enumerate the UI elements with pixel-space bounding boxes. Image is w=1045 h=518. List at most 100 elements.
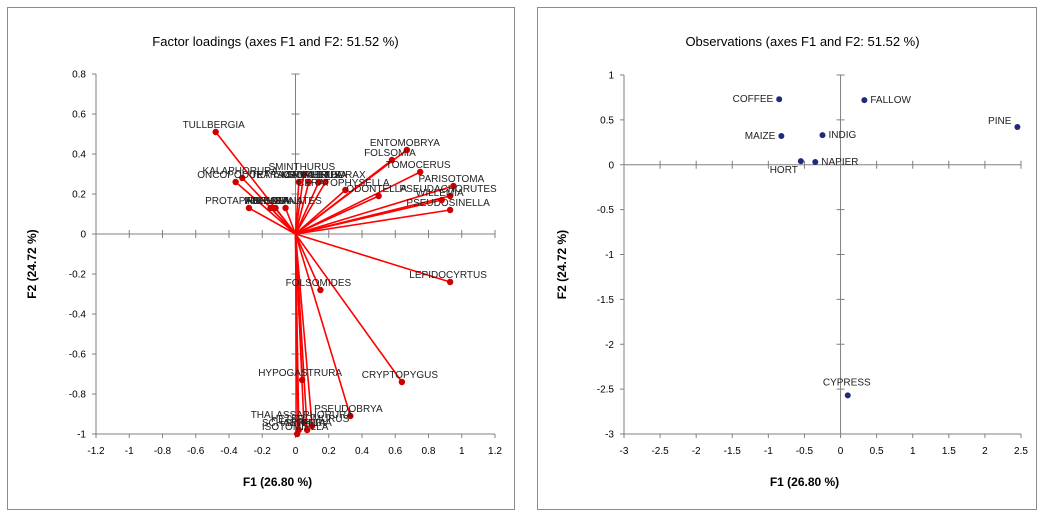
point-label: CYPRESS [823, 377, 871, 388]
data-point [245, 204, 253, 212]
x-tick-label: 0.8 [422, 446, 436, 457]
loading-vector [294, 181, 310, 235]
loading-vector [248, 207, 296, 235]
point-label: HETEROMURUS [271, 414, 350, 425]
y-tick-label: -1.5 [597, 295, 615, 306]
point-label: TULLBERGIA [183, 120, 246, 131]
data-point [272, 204, 279, 212]
point-label: CERATOPHYSELLA [297, 178, 390, 189]
loading-vector [294, 233, 352, 417]
data-point [398, 378, 406, 386]
x-tick-label: 2.5 [1014, 446, 1028, 457]
x-axis-title: F1 (26.80 %) [770, 475, 839, 489]
loading-vector [295, 185, 454, 235]
point-label: COFFEE [733, 94, 774, 105]
x-tick-label: -0.5 [796, 446, 814, 457]
y-tick-label: 0.8 [72, 70, 86, 81]
data-point [300, 170, 308, 178]
point-label: CRYPTOPYGUS [362, 370, 439, 381]
data-point [293, 430, 301, 438]
point-label: ISOTOMIELLA [262, 422, 329, 433]
y-tick-label: -0.6 [69, 350, 87, 361]
point-label: TETRACANTHELLA [251, 170, 343, 181]
point-label: WILLEMIA [416, 188, 464, 199]
point-label: SPHAERIDIA [286, 170, 347, 181]
x-tick-label: 0 [293, 446, 299, 457]
loading-vector [294, 233, 313, 427]
x-tick-label: -0.2 [254, 446, 272, 457]
loading-vector [294, 181, 300, 235]
y-tick-label: -0.2 [69, 270, 87, 281]
loading-vector [294, 181, 327, 235]
data-point [446, 206, 454, 214]
point-label: KALAPHORURA [203, 166, 279, 177]
y-tick-label: -0.5 [597, 205, 615, 216]
factor-loadings-chart: Factor loadings (axes F1 and F2: 51.52 %… [25, 34, 502, 489]
data-point [282, 204, 289, 212]
data-point [797, 158, 804, 165]
point-label: INDIG [829, 130, 857, 141]
x-tick-label: -1 [764, 446, 773, 457]
chart-title: Observations (axes F1 and F2: 51.52 %) [685, 34, 919, 49]
point-label: ONCOPODURA [197, 170, 270, 181]
y-tick-label: 0.2 [72, 190, 86, 201]
data-point [308, 422, 316, 430]
point-label: FALLOW [870, 95, 911, 106]
data-point [315, 178, 322, 186]
point-label: THALASSAPHORURA [251, 410, 354, 421]
point-label: PROTAPHORURA [205, 196, 289, 207]
x-tick-label: -1.5 [724, 446, 742, 457]
loading-vector [295, 195, 379, 235]
x-tick-label: -1 [125, 446, 134, 457]
y-tick-label: 1 [608, 71, 614, 82]
x-tick-label: 0.6 [388, 446, 402, 457]
data-point [295, 178, 303, 186]
point-label: ARRHOPALITES [245, 196, 322, 207]
y-tick-label: 0.4 [72, 150, 86, 161]
factor-loadings-panel: Factor loadings (axes F1 and F2: 51.52 %… [7, 7, 515, 510]
x-tick-label: -0.4 [220, 446, 238, 457]
point-label: ISOTOMURUS [273, 170, 341, 181]
data-point [317, 286, 324, 294]
x-axis-title: F1 (26.80 %) [243, 475, 312, 489]
loading-vector [295, 233, 451, 283]
chart-title: Factor loadings (axes F1 and F2: 51.52 %… [152, 34, 398, 49]
data-point [305, 178, 312, 186]
loading-vector [295, 199, 442, 235]
x-tick-label: 0.4 [355, 446, 369, 457]
x-tick-label: 2 [982, 446, 988, 457]
x-tick-label: -2 [692, 446, 701, 457]
y-tick-label: -2 [605, 340, 614, 351]
x-tick-label: 1 [910, 446, 916, 457]
point-label: SCHAEFFERIA [262, 418, 332, 429]
point-label: ODONTELLA [346, 184, 407, 195]
data-point [1014, 124, 1021, 131]
point-label: PSEUDOBRYA [314, 404, 383, 415]
point-label: LEPIDOCYRTUS [409, 270, 487, 281]
loading-vector [294, 181, 320, 235]
x-tick-label: 0 [838, 446, 844, 457]
point-label: PINE [988, 116, 1012, 127]
point-label: HYPOGASTRURA [258, 368, 342, 379]
x-tick-label: -1.2 [87, 446, 105, 457]
point-label: HORT [770, 165, 798, 176]
point-label: TOMOCERUS [386, 160, 451, 171]
observations-chart: Observations (axes F1 and F2: 51.52 %) -3… [555, 34, 1028, 489]
y-tick-label: -0.8 [69, 390, 87, 401]
point-label: FOLSOMIDES [286, 278, 352, 289]
point-label: SINELLA [285, 418, 326, 429]
data-point [347, 412, 354, 420]
point-label: MEGALOTHORAX [281, 170, 366, 181]
data-point [342, 186, 349, 194]
point-label: FOLSOMIA [364, 148, 416, 159]
loading-vector [294, 233, 308, 431]
data-point [450, 182, 457, 190]
data-point [812, 159, 819, 166]
x-tick-label: 0.2 [322, 446, 336, 457]
point-label: FRIESEA [247, 196, 290, 207]
point-label: SMINTHURUS [268, 162, 335, 173]
point-label: PSEUDACHORUTES [399, 184, 497, 195]
point-label: ENTOMOBRYA [370, 138, 440, 149]
y-tick-label: 0 [80, 230, 86, 241]
point-label: PARISOTOMA [419, 174, 485, 185]
